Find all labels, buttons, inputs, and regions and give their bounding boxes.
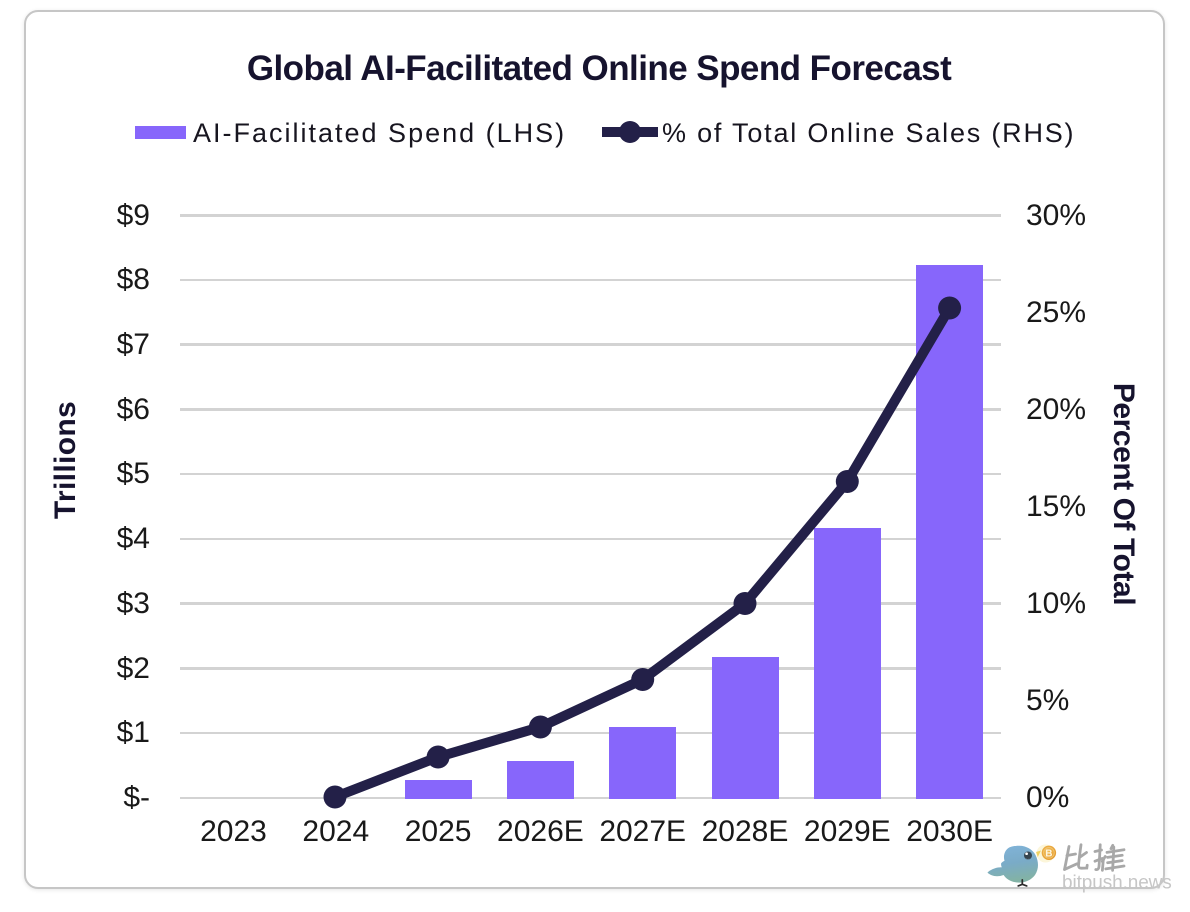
- svg-text:bitpush.news: bitpush.news: [1062, 873, 1172, 894]
- svg-text:B: B: [1045, 849, 1052, 860]
